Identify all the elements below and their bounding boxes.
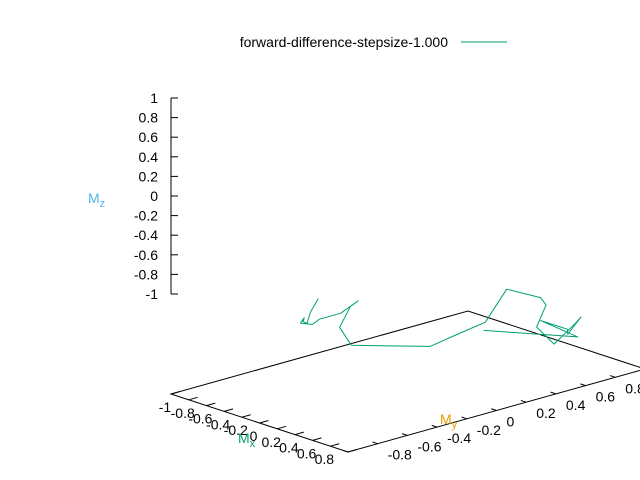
x-tick-mark: [347, 449, 358, 453]
x-tick-label: 0.2: [261, 434, 281, 450]
x-tick-mark: [330, 443, 340, 447]
y-axis-label-base: M: [440, 411, 452, 427]
y-tick-label: 0.4: [566, 397, 586, 413]
x-tick-label: -0.8: [171, 405, 195, 421]
x-tick-mark: [277, 425, 287, 430]
y-tick-mark: [491, 408, 497, 411]
z-axis-label: Mz: [88, 190, 105, 210]
y-tick-mark: [431, 424, 438, 428]
x-tick-mark: [206, 402, 216, 407]
z-tick-label: 1: [150, 90, 158, 106]
x-axis-ticks: -1 -0.8-0.6-0.4-0.2 0 0.20.40.60.8: [159, 399, 334, 467]
legend: forward-difference-stepsize-1.000: [240, 34, 507, 50]
z-tick-label: 0.4: [139, 149, 159, 165]
legend-entry-label: forward-difference-stepsize-1.000: [240, 34, 449, 50]
y-axis-label-subscript: y: [452, 419, 458, 431]
z-axis-label-subscript: z: [100, 198, 106, 210]
x-tick-label: 0: [250, 428, 258, 444]
y-tick-mark: [609, 375, 616, 378]
x-tick-label: -1: [159, 399, 172, 415]
y-tick-mark: [461, 416, 467, 420]
z-tick-label: 0.8: [139, 110, 159, 126]
x-axis-label: Mx: [238, 430, 256, 450]
x-tick-mark: [259, 420, 269, 424]
x-tick-mark: [223, 408, 234, 412]
z-tick-label: 0.6: [139, 129, 159, 145]
base-plane-outline: [169, 310, 640, 453]
z-tick-label: -0.8: [134, 266, 158, 282]
y-tick-mark: [342, 449, 349, 453]
y-tick-label: -0.4: [447, 430, 471, 446]
x-tick-label: 0.6: [297, 445, 317, 461]
x-axis-label-subscript: x: [250, 438, 256, 450]
x-tick-mark: [188, 396, 198, 401]
y-tick-mark: [520, 399, 527, 403]
x-tick-mark: [312, 437, 322, 441]
y-tick-mark: [580, 383, 586, 387]
z-tick-label: 0.2: [139, 168, 159, 184]
z-axis: 1 0.8 0.6 0.4 0.2 0 -0.2 -0.4 -0.6 -0.8 -1: [134, 90, 178, 302]
z-tick-label: -0.4: [134, 227, 158, 243]
x-tick-mark: [170, 391, 181, 395]
x-axis-label-base: M: [238, 430, 250, 446]
y-tick-mark: [372, 441, 378, 445]
z-tick-label: -0.2: [134, 208, 158, 224]
x-tick-label: -0.6: [188, 411, 212, 427]
base-plane: [169, 310, 640, 453]
y-axis-label: My: [440, 411, 458, 431]
series-group: [300, 288, 582, 347]
series-line: [300, 288, 582, 347]
y-tick-label: 0: [507, 414, 515, 430]
x-tick-mark: [294, 431, 304, 436]
x-tick-label: -0.2: [224, 422, 248, 438]
x-tick-mark: [241, 414, 251, 418]
y-tick-mark: [550, 391, 557, 395]
y-tick-label: -0.8: [388, 447, 412, 463]
x-tick-label: 0.8: [315, 451, 335, 467]
y-tick-label: 0.6: [596, 389, 616, 405]
y-tick-label: -0.6: [417, 438, 441, 454]
z-tick-label: -0.6: [134, 247, 158, 263]
z-tick-label: -1: [146, 286, 159, 302]
x-tick-label: 0.4: [279, 440, 299, 456]
x-tick-label: -0.4: [206, 416, 230, 432]
y-tick-label: -0.2: [477, 422, 501, 438]
y-tick-label: 0.8: [625, 380, 640, 396]
z-axis-label-base: M: [88, 190, 100, 206]
z-tick-label: 0: [150, 188, 158, 204]
y-tick-label: 0.2: [536, 405, 556, 421]
y-tick-mark: [401, 433, 408, 436]
y-axis-ticks: -0.8-0.6-0.4-0.200.20.40.60.81: [388, 380, 640, 463]
